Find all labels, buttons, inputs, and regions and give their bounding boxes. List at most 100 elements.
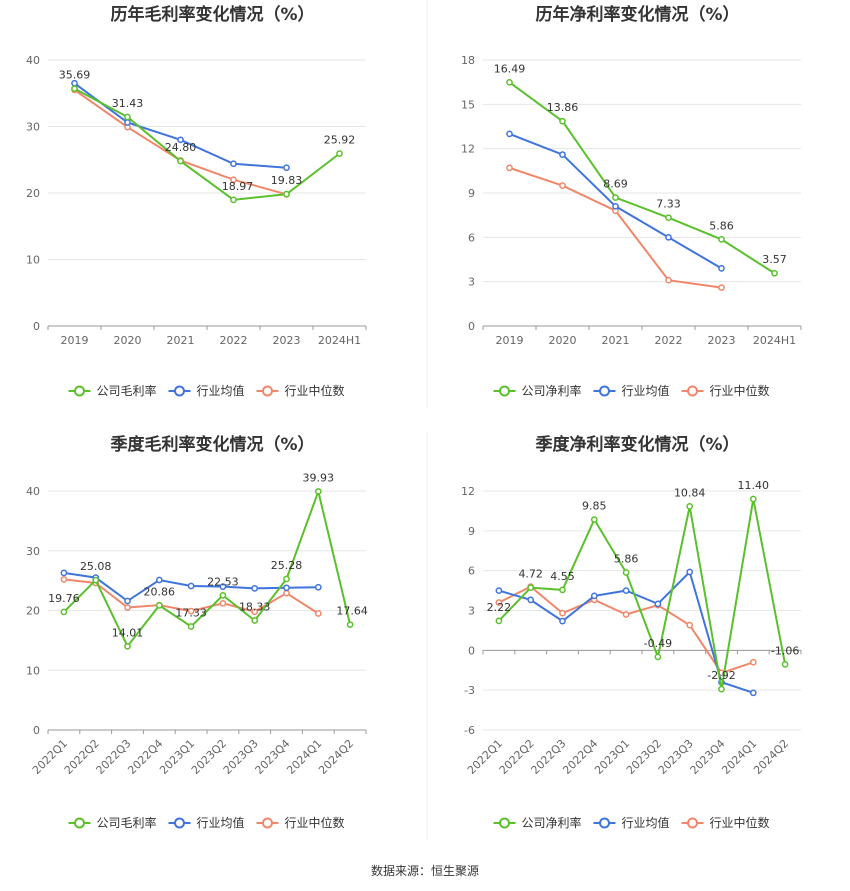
legend-item[interactable]: 行业均值 <box>593 815 670 830</box>
data-label: 16.49 <box>494 62 526 75</box>
data-label: 4.72 <box>518 568 543 581</box>
data-point <box>251 585 259 592</box>
data-point <box>314 610 322 617</box>
legend-label: 公司毛利率 <box>97 815 157 830</box>
data-point <box>219 599 227 607</box>
legend-label: 公司净利率 <box>522 383 582 398</box>
y-tick-label: 30 <box>26 545 40 558</box>
x-tick-label: 2024H1 <box>318 334 361 347</box>
legend-label: 行业均值 <box>197 815 245 830</box>
legend-label: 行业中位数 <box>285 815 345 830</box>
data-point <box>527 596 535 604</box>
legend-item[interactable]: 公司净利率 <box>493 383 582 398</box>
data-point <box>71 85 78 93</box>
legend-item[interactable]: 公司净利率 <box>493 815 582 830</box>
data-point <box>665 214 672 222</box>
data-label: 24.80 <box>165 141 197 154</box>
legend-marker-icon <box>74 385 85 397</box>
data-point <box>622 587 630 594</box>
data-label: 8.69 <box>603 178 628 191</box>
data-point <box>749 495 757 503</box>
data-point <box>559 182 566 189</box>
legend-marker-icon <box>74 817 85 829</box>
y-tick-label: 20 <box>26 605 40 618</box>
legend-label: 公司净利率 <box>522 815 582 830</box>
data-point <box>612 194 619 201</box>
data-point <box>506 164 513 172</box>
legend-label: 行业中位数 <box>710 383 770 398</box>
data-point <box>686 503 694 510</box>
y-tick-label: 20 <box>26 187 40 200</box>
y-tick-label: 6 <box>468 565 475 578</box>
data-point <box>665 233 672 241</box>
data-label: 18.97 <box>222 180 254 193</box>
chart-title: 历年净利率变化情况（%） <box>535 4 739 25</box>
y-tick-label: 6 <box>468 231 475 244</box>
data-label: 35.69 <box>59 69 91 82</box>
data-point <box>230 176 237 184</box>
data-label: 10.84 <box>674 486 706 499</box>
data-point <box>219 592 227 599</box>
legend-item[interactable]: 行业中位数 <box>256 815 345 830</box>
legend-marker-icon <box>499 817 510 829</box>
data-point <box>336 150 343 157</box>
legend-item[interactable]: 行业均值 <box>168 815 245 830</box>
data-label: 5.86 <box>614 553 639 566</box>
data-point <box>718 685 725 693</box>
data-point <box>749 658 757 666</box>
y-tick-label: 9 <box>468 187 475 200</box>
data-point <box>654 600 662 608</box>
data-point <box>177 157 184 165</box>
data-point <box>314 488 322 495</box>
data-point <box>506 78 513 86</box>
data-point <box>230 160 237 168</box>
y-tick-label: 12 <box>461 485 475 498</box>
data-label: 22.53 <box>207 575 239 588</box>
data-label: 5.86 <box>709 219 734 232</box>
legend-item[interactable]: 公司毛利率 <box>68 383 157 398</box>
legend-item[interactable]: 行业中位数 <box>681 383 770 398</box>
data-label: 25.08 <box>80 560 112 573</box>
data-point <box>283 575 290 583</box>
x-tick-label: 2022 <box>220 334 248 347</box>
data-point <box>665 276 672 284</box>
legend-marker-icon <box>262 385 273 397</box>
legend-item[interactable]: 公司毛利率 <box>68 815 157 830</box>
data-label: 19.83 <box>271 174 303 187</box>
chart-title: 历年毛利率变化情况（%） <box>110 4 314 25</box>
data-point <box>559 617 566 625</box>
y-tick-label: 3 <box>468 605 475 618</box>
data-point <box>781 661 789 668</box>
data-label: 11.40 <box>738 479 770 492</box>
data-label: 25.28 <box>271 559 303 572</box>
data-point <box>559 151 566 158</box>
legend-marker-icon <box>262 817 273 829</box>
x-tick-label: 2019 <box>496 334 524 347</box>
series-line <box>508 81 776 275</box>
legend-item[interactable]: 行业均值 <box>593 383 670 398</box>
chart-quarterly-gross-margin: 季度毛利率变化情况（%）0102030402022Q12022Q22022Q32… <box>26 434 368 830</box>
data-point <box>187 582 195 590</box>
data-point <box>177 136 184 144</box>
y-tick-label: 18 <box>461 54 475 67</box>
chart-quarterly-net-margin: 季度净利率变化情况（%）-6-30369122022Q12022Q22022Q3… <box>461 434 802 830</box>
legend-item[interactable]: 行业中位数 <box>256 383 345 398</box>
y-tick-label: 10 <box>26 254 40 267</box>
y-tick-label: 0 <box>33 724 40 737</box>
data-point <box>251 608 259 616</box>
y-tick-label: 9 <box>468 525 475 538</box>
x-tick-label: 2020 <box>114 334 142 347</box>
y-tick-label: -3 <box>464 684 475 697</box>
legend-label: 公司毛利率 <box>97 383 157 398</box>
data-point <box>495 617 503 625</box>
data-point <box>771 269 778 277</box>
data-point <box>283 164 290 172</box>
legend-item[interactable]: 行业均值 <box>168 383 245 398</box>
data-point <box>60 569 68 577</box>
data-point <box>283 190 290 198</box>
data-point <box>718 236 725 243</box>
x-tick-label: 2019 <box>61 334 89 347</box>
legend-item[interactable]: 行业中位数 <box>681 815 770 830</box>
data-point <box>60 608 68 616</box>
